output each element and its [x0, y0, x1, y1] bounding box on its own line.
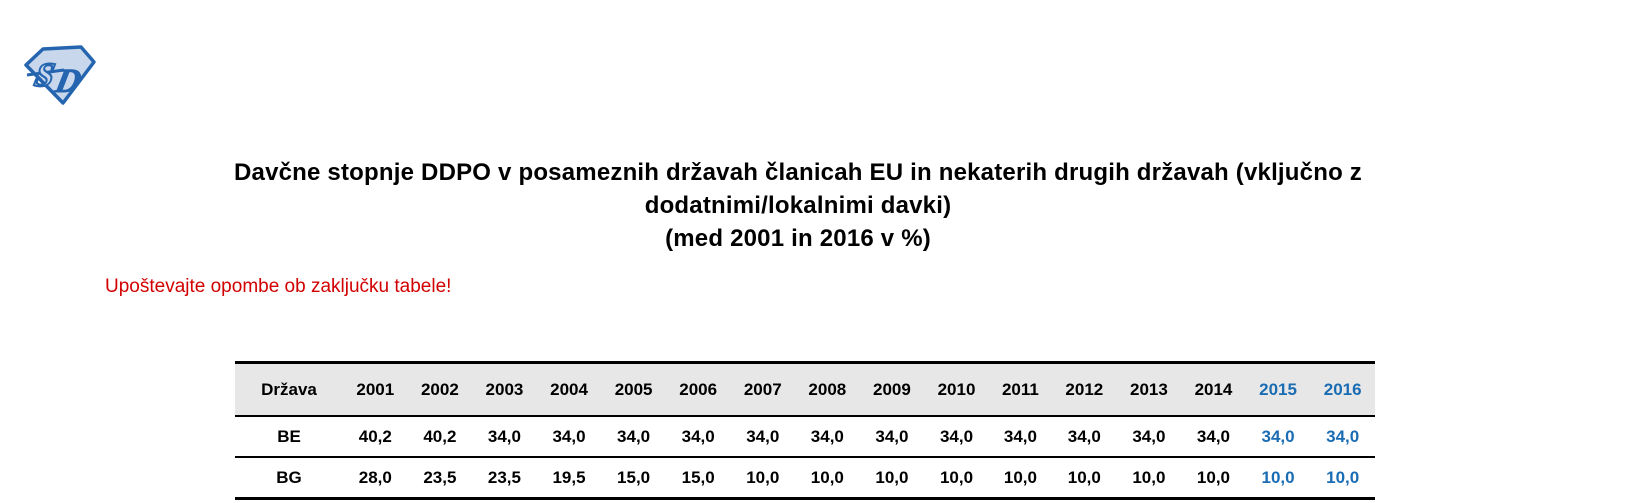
note-text: Upoštevajte opombe ob zaključku tabele!: [105, 276, 452, 297]
sd-diamond-logo-icon: S D: [24, 45, 96, 105]
rate-cell-be-2003: 34,0: [487, 426, 521, 446]
rate-cell-be-2011: 34,0: [1003, 426, 1037, 446]
rate-cell-be-2004: 34,0: [552, 426, 586, 446]
rate-cell-bg-2016: 10,0: [1326, 467, 1360, 487]
rate-cell-be-2014: 34,0: [1196, 426, 1231, 446]
rate-cell-bg-2013: 10,0: [1132, 467, 1166, 487]
rate-cell-be-2015: 34,0: [1261, 426, 1295, 446]
column-header-2004: 2004: [550, 379, 588, 399]
column-header-2011: 2011: [1001, 379, 1039, 399]
rate-cell-be-2001: 40,2: [358, 426, 392, 446]
table-row-be: BE 40,2 40,2 34,0 34,0 34,0 34,0 34,0 34,0 34,0 34…: [235, 416, 1375, 457]
rate-cell-be-2013: 34,0: [1132, 426, 1166, 446]
rate-cell-be-2012: 34,0: [1067, 426, 1101, 446]
logo: S D: [20, 44, 100, 106]
rate-cell-bg-2005: 15,0: [617, 467, 651, 487]
column-header-2013: 2013: [1129, 379, 1168, 399]
rate-cell-bg-2009: 10,0: [875, 467, 909, 487]
column-header-2014: 2014: [1194, 379, 1233, 399]
title-line-2: dodatnimi/lokalnimi davki): [644, 192, 952, 219]
rate-cell-be-2007: 34,0: [746, 426, 780, 446]
column-header-2006: 2006: [679, 379, 718, 399]
title-line-3: (med 2001 in 2016 v %): [665, 225, 931, 252]
column-header-2005: 2005: [614, 379, 653, 399]
rate-cell-bg-2003: 23,5: [487, 467, 521, 487]
table-head: Država 2001 2002 2003 2004 2005 2006 2007 2008 20…: [235, 362, 1375, 416]
rate-cell-be-2005: 34,0: [617, 426, 651, 446]
rate-cell-bg-2011: 10,0: [1003, 467, 1037, 487]
column-header-2003: 2003: [485, 379, 524, 399]
rate-cell-be-2010: 34,0: [939, 426, 974, 446]
table-body: BE 40,2 40,2 34,0 34,0 34,0 34,0 34,0 34,0 34,0 34…: [235, 416, 1375, 499]
column-header-2007: 2007: [743, 379, 782, 399]
rate-cell-be-2006: 34,0: [681, 426, 715, 446]
rate-cell-bg-2012: 10,0: [1067, 467, 1101, 487]
rate-cell-bg-2010: 10,0: [939, 467, 974, 487]
column-header-2015: 2015: [1259, 379, 1297, 399]
column-header-2001: 2001: [356, 379, 395, 399]
tax-rates-table: Država 2001 2002 2003 2004 2005 2006 2007 2008 20…: [235, 361, 1375, 500]
rate-cell-bg-2008: 10,0: [810, 467, 844, 487]
rate-cell-be-2009: 34,0: [875, 426, 909, 446]
table-header-row: Država 2001 2002 2003 2004 2005 2006 2007 2008 20…: [235, 362, 1375, 416]
rate-cell-bg-2007: 10,0: [746, 467, 780, 487]
country-code: BG: [276, 467, 302, 487]
column-header-2010: 2010: [937, 379, 976, 399]
column-header-2008: 2008: [808, 379, 847, 399]
rate-cell-be-2016: 34,0: [1326, 426, 1360, 446]
rate-cell-be-2008: 34,0: [810, 426, 844, 446]
rate-cell-bg-2002: 23,5: [423, 467, 457, 487]
rate-cell-bg-2004: 19,5: [552, 467, 586, 487]
rate-cell-bg-2001: 28,0: [358, 467, 392, 487]
rate-cell-bg-2015: 10,0: [1261, 467, 1295, 487]
column-header-2016: 2016: [1323, 379, 1362, 399]
rate-cell-be-2002: 40,2: [423, 426, 457, 446]
column-header-dr-ava: Država: [261, 379, 317, 399]
rate-cell-bg-2006: 15,0: [681, 467, 715, 487]
table-row-bg: BG 28,0 23,5 23,5 19,5 15,0 15,0 10,0 10,0 10,0 10…: [235, 457, 1375, 499]
title-line-1: Davčne stopnje DDPO v posameznih državah…: [233, 159, 1362, 186]
column-header-2002: 2002: [420, 379, 459, 399]
column-header-2012: 2012: [1065, 379, 1104, 399]
rate-cell-bg-2014: 10,0: [1196, 467, 1231, 487]
column-header-2009: 2009: [873, 379, 911, 399]
page-title: Davčne stopnje DDPO v posameznih državah…: [128, 156, 1468, 255]
country-code: BE: [277, 426, 301, 446]
